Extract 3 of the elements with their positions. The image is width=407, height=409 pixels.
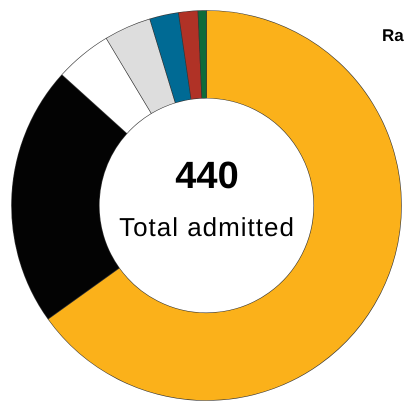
text: Ra [382, 26, 404, 46]
text: 440 [174, 155, 240, 198]
text: Total admitted [118, 212, 296, 243]
